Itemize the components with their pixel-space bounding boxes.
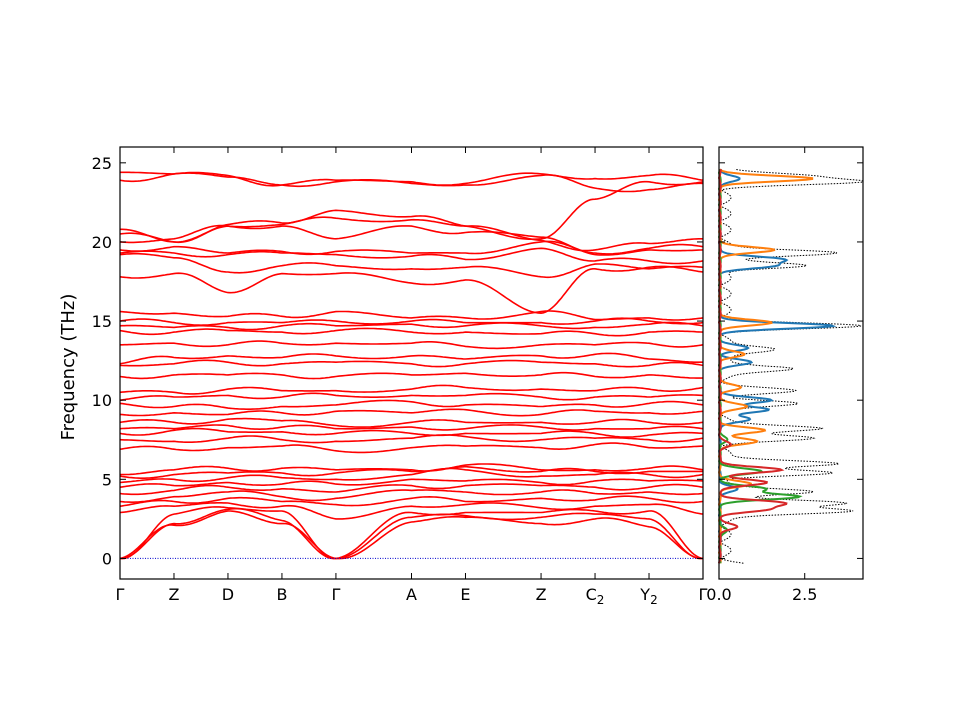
band-line-28 [119,310,704,321]
x-tick-label: C2 [586,585,605,607]
band-line-20 [119,384,704,395]
band-line-12 [119,442,704,454]
band-line-2 [120,507,704,560]
band-line-6 [119,489,704,503]
band-line-5 [119,495,704,507]
band-line-13 [119,434,704,444]
x-tick-label: Z [536,585,547,604]
band-line-26 [119,321,704,331]
band-line-23 [119,352,703,365]
band-line-29 [119,265,704,315]
band-line-36 [119,172,704,193]
band-line-3 [119,506,704,560]
band-line-25 [119,327,704,337]
y-axis-label: Frequency (THz) [58,294,79,441]
y-tick-label: 25 [92,154,112,173]
band-line-33 [119,224,704,255]
band-line-16 [119,417,704,428]
band-line-21 [119,371,704,380]
x-tick-label: E [460,585,470,604]
band-line-8 [119,478,704,488]
band-structure-panel: 0 5 10 15 20 25 Γ Z D B Γ A E Z C2 Y2 Γ [92,146,708,607]
dos-x-tick-label: 0.0 [706,585,731,604]
band-line-22 [119,359,704,368]
band-line-11 [120,463,704,476]
band-line-24 [120,340,704,350]
band-line-17 [119,408,704,417]
dos-x-tick-label: 2.5 [792,585,817,604]
band-line-30 [119,252,704,279]
dos-axes-frame [718,146,864,580]
band-line-1 [119,510,703,560]
band-line-31 [119,247,704,265]
band-line-19 [119,392,704,401]
x-tick-label: Γ [331,585,340,604]
band-line-7 [119,483,704,496]
band-line-18 [119,399,704,410]
x-tick-label: Y2 [639,585,657,607]
band-line-35 [120,180,704,244]
y-tick-label: 0 [102,549,112,568]
band-line-4 [119,502,704,520]
y-tick-label: 20 [92,233,112,252]
band-line-32 [119,240,704,256]
x-tick-label: D [222,585,234,604]
x-tick-label: A [406,585,417,604]
x-tick-label: B [276,585,287,604]
dos-series-1 [717,168,864,564]
x-tick-label: Z [168,585,179,604]
band-line-34 [119,216,703,252]
dos-series-2 [717,168,837,564]
band-line-15 [119,424,704,431]
x-tick-label: Γ [116,585,125,604]
band-line-10 [119,465,703,479]
x-tick-label: Γ [699,585,708,604]
y-tick-label: 15 [92,312,112,331]
y-tick-label: 5 [102,470,112,489]
dos-series-5 [717,169,788,564]
y-tick-label: 10 [92,391,112,410]
density-of-states-panel: 0.0 2.5 [706,146,864,604]
band-line-14 [119,427,704,438]
band-line-37 [120,171,704,187]
